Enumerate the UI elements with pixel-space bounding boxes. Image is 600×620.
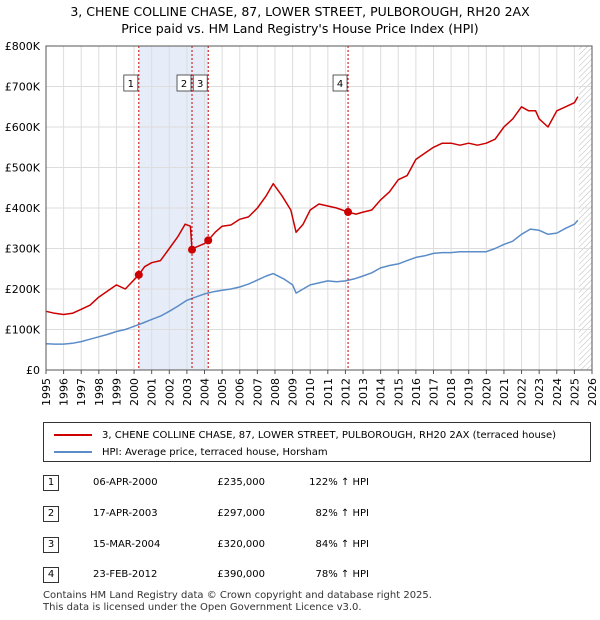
transaction-number: 2	[43, 506, 59, 522]
x-tick-label: 2002	[163, 378, 176, 406]
y-tick-label: £700K	[5, 81, 41, 94]
x-tick-label: 2024	[551, 378, 564, 406]
y-tick-label: £500K	[5, 162, 41, 175]
sale-marker-box	[176, 74, 192, 92]
transaction-date: 15-MAR-2004	[93, 539, 161, 550]
transaction-row: 1 06-APR-2000 £235,000 122% ↑ HPI	[43, 474, 563, 494]
x-tick-label: 2013	[357, 378, 370, 406]
sale-point	[188, 245, 197, 254]
transaction-hpi: 84% ↑ HPI	[315, 539, 369, 550]
transaction-row: 4 23-FEB-2012 £390,000 78% ↑ HPI	[43, 566, 563, 586]
y-tick-label: £100K	[5, 324, 41, 337]
x-tick-label: 2007	[251, 378, 264, 406]
transaction-date: 23-FEB-2012	[93, 569, 158, 580]
chart-subtitle: Price paid vs. HM Land Registry's House …	[121, 21, 479, 36]
axes-frame	[45, 45, 593, 371]
x-tick-label: 1995	[40, 378, 53, 406]
sale-point	[134, 270, 143, 279]
transaction-number: 1	[43, 475, 59, 491]
y-tick-label: £600K	[5, 121, 41, 134]
x-tick-label: 1996	[58, 378, 71, 406]
legend-item-property: 3, CHENE COLLINE CHASE, 87, LOWER STREET…	[54, 428, 556, 442]
legend: 3, CHENE COLLINE CHASE, 87, LOWER STREET…	[43, 422, 591, 462]
transaction-price: £297,000	[217, 508, 265, 519]
transaction-hpi: 78% ↑ HPI	[315, 569, 369, 580]
x-tick-label: 2014	[375, 378, 388, 406]
x-tick-label: 2003	[181, 378, 194, 406]
transaction-hpi: 122% ↑ HPI	[309, 477, 369, 488]
sale-marker-box	[192, 74, 208, 92]
sale-marker-box	[123, 74, 139, 92]
x-tick-label: 2012	[339, 378, 352, 406]
footer-copyright: Contains HM Land Registry data © Crown c…	[43, 590, 432, 601]
sale-point	[204, 236, 213, 245]
x-tick-label: 2023	[533, 378, 546, 406]
transaction-number: 4	[43, 567, 59, 583]
sale-marker-label: 4	[337, 79, 343, 90]
legend-label-property: 3, CHENE COLLINE CHASE, 87, LOWER STREET…	[102, 429, 557, 441]
hpi-line	[45, 219, 579, 345]
x-tick-label: 2020	[480, 378, 493, 406]
y-tick-label: £200K	[5, 283, 41, 296]
transaction-hpi: 82% ↑ HPI	[315, 508, 369, 519]
property-price-line	[45, 96, 579, 316]
x-tick-label: 2008	[269, 378, 282, 406]
x-tick-label: 2021	[498, 378, 511, 406]
transaction-row: 2 17-APR-2003 £297,000 82% ↑ HPI	[43, 505, 563, 525]
footer-licence: This data is licensed under the Open Gov…	[43, 602, 362, 613]
sale-marker-label: 2	[181, 79, 187, 90]
x-tick-label: 2025	[568, 378, 581, 406]
transaction-price: £235,000	[217, 477, 265, 488]
x-tick-label: 2010	[304, 378, 317, 406]
x-tick-label: 2016	[410, 378, 423, 406]
x-tick-label: 1997	[75, 378, 88, 406]
x-tick-label: 2005	[216, 378, 229, 406]
y-tick-label: £400K	[5, 202, 41, 215]
x-tick-label: 2015	[392, 378, 405, 406]
transaction-number: 3	[43, 537, 59, 553]
sale-marker-box	[332, 74, 348, 92]
legend-label-hpi: HPI: Average price, terraced house, Hors…	[102, 446, 328, 458]
transaction-row: 3 15-MAR-2004 £320,000 84% ↑ HPI	[43, 536, 563, 556]
transaction-price: £320,000	[217, 539, 265, 550]
chart-title: 3, CHENE COLLINE CHASE, 87, LOWER STREET…	[70, 4, 530, 19]
y-tick-label: £0	[26, 364, 40, 377]
sale-point	[344, 208, 353, 217]
legend-swatch-hpi	[54, 451, 92, 453]
x-tick-label: 2026	[586, 378, 599, 406]
x-tick-label: 1998	[93, 378, 106, 406]
x-tick-label: 2000	[128, 378, 141, 406]
x-tick-label: 2018	[445, 378, 458, 406]
x-tick-label: 2017	[427, 378, 440, 406]
x-tick-label: 2001	[146, 378, 159, 406]
y-tick-label: £800K	[5, 40, 41, 53]
transaction-price: £390,000	[217, 569, 265, 580]
x-tick-label: 2011	[322, 378, 335, 406]
x-tick-label: 2022	[516, 378, 529, 406]
transaction-date: 06-APR-2000	[93, 477, 158, 488]
sale-marker-label: 3	[197, 79, 203, 90]
y-tick-label: £300K	[5, 243, 41, 256]
x-tick-label: 2006	[234, 378, 247, 406]
legend-swatch-property	[54, 434, 92, 436]
sale-marker-label: 1	[128, 79, 134, 90]
transaction-date: 17-APR-2003	[93, 508, 158, 519]
x-tick-label: 2019	[463, 378, 476, 406]
x-tick-label: 2004	[199, 378, 212, 406]
x-tick-label: 1999	[110, 378, 123, 406]
x-tick-label: 2009	[287, 378, 300, 406]
legend-item-hpi: HPI: Average price, terraced house, Hors…	[54, 445, 328, 459]
